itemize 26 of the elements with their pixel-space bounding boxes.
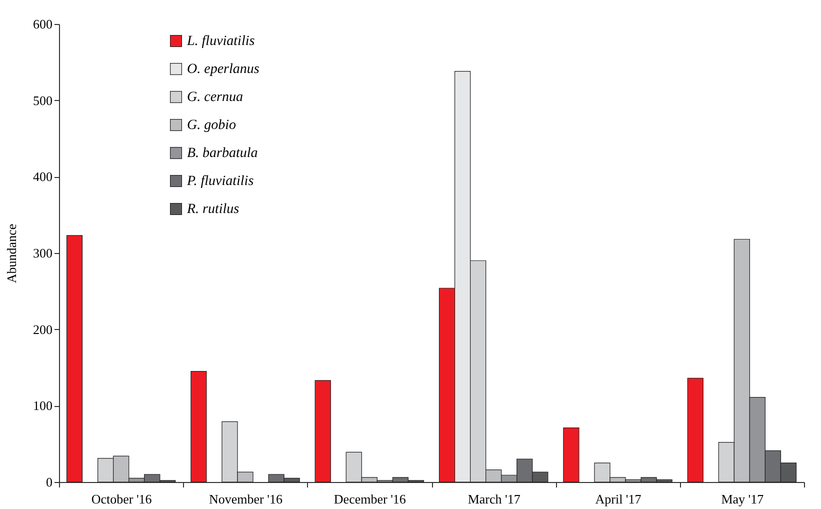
y-tick-label: 100 xyxy=(33,398,52,414)
bar xyxy=(563,428,580,482)
bar xyxy=(687,378,704,482)
y-tick-label: 200 xyxy=(33,322,52,337)
x-tick-label: April '17 xyxy=(595,492,642,506)
x-tick-label: October '16 xyxy=(91,492,152,506)
y-tick-label: 300 xyxy=(33,246,52,260)
x-tick-label: March '17 xyxy=(468,492,521,506)
bar xyxy=(314,380,331,482)
legend-label: P. fluviatilis xyxy=(186,174,254,189)
y-tick-label: 400 xyxy=(33,169,52,184)
legend-label: G. gobio xyxy=(187,118,236,133)
y-tick-label: 0 xyxy=(46,474,52,490)
bar xyxy=(66,235,83,482)
legend-label: B. barbatula xyxy=(187,146,258,161)
x-tick-label: November '16 xyxy=(209,492,283,506)
y-tick-label: 600 xyxy=(33,16,52,32)
bar xyxy=(190,371,207,482)
x-tick-label: May '17 xyxy=(721,492,764,506)
y-tick-label: 500 xyxy=(33,92,52,108)
legend-label: R. rutilus xyxy=(186,202,240,217)
legend-label: G. cernua xyxy=(187,90,243,105)
y-axis-title: Abundance xyxy=(4,224,19,284)
x-tick-label: December '16 xyxy=(334,492,406,506)
legend-label: L. fluviatilis xyxy=(186,34,256,49)
legend-label: O. eperlanus xyxy=(187,62,260,77)
